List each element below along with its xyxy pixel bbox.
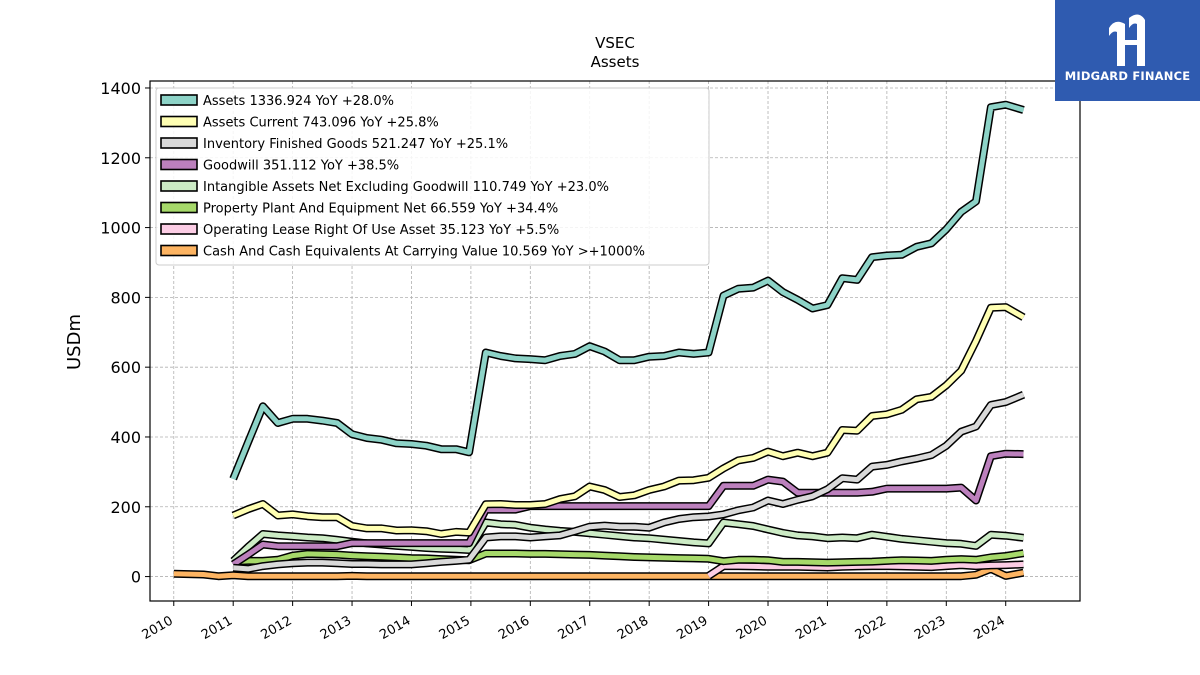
x-tick-label: 2019 [674,613,710,643]
series-line [231,303,1026,538]
legend-item: Intangible Assets Net Excluding Goodwill… [160,180,609,195]
x-axis-ticks: 2010 2011 2012 2013 2014 2015 2016 2017 2018 2019… [140,601,1008,643]
x-tick-label: 2014 [377,613,413,643]
x-tick-label: 2012 [258,613,294,643]
x-tick-label: 2010 [140,613,176,643]
legend-box [155,87,710,266]
chart-title: VSEC [595,34,635,52]
series-line [706,560,1024,580]
x-tick-label: 2024 [972,613,1008,643]
y-tick-label: 200 [110,498,141,517]
legend-swatch [160,94,198,106]
legend-swatch [160,115,198,128]
legend-item: Cash And Cash Equivalents At Carrying Va… [160,244,645,260]
series-line-fill [232,304,1025,537]
series-line [232,391,1026,573]
legend-label: Assets Current 743.096 YoY +25.8% [203,116,439,131]
x-tick-label: 2021 [793,613,829,643]
brand-name: MIDGARD FINANCE [1064,69,1191,83]
plot-area-frame [149,80,1081,602]
y-tick-label: 1200 [100,149,141,168]
legend-label: Assets 1336.924 YoY +28.0% [203,94,394,109]
legend-item: Property Plant And Equipment Net 66.559 … [160,201,558,217]
legend-label: Cash And Cash Equivalents At Carrying Va… [203,245,645,260]
legend-item: Operating Lease Right Of Use Asset 35.12… [160,223,559,238]
legend-swatch [160,180,198,192]
series-line-fill [230,102,1025,480]
series-line-fill [233,392,1025,572]
x-tick-label: 2023 [912,613,948,643]
legend-swatch [160,201,198,214]
legend-swatch [160,137,198,149]
legend-swatch [160,244,198,257]
x-tick-label: 2011 [199,613,235,643]
brand-logo: MIDGARD FINANCE [1055,0,1200,101]
y-tick-label: 1000 [100,219,141,238]
x-tick-label: 2018 [615,613,651,643]
series-line [229,100,1025,481]
legend-item: Goodwill 351.112 YoY +38.5% [160,158,399,174]
legend: Assets 1336.924 YoY +28.0% Assets Current… [155,87,710,266]
legend-swatch [160,223,198,235]
x-tick-label: 2015 [437,613,473,643]
series-lines [173,100,1026,581]
y-axis-ticks: 0 200 400 600 800 1000 1200 1400 [100,79,150,587]
series-line [231,449,1024,568]
y-tick-label: 800 [110,288,141,307]
legend-item: Inventory Finished Goods 521.247 YoY +25… [160,137,508,152]
chart-subtitle: Assets [591,53,640,71]
brand-mark-icon [1109,14,1145,67]
x-tick-label: 2013 [318,613,354,643]
series-line-fill [231,451,1024,567]
y-tick-label: 600 [110,358,141,377]
x-tick-label: 2016 [496,613,532,643]
legend-label: Intangible Assets Net Excluding Goodwill… [203,180,609,195]
series-line-fill [233,550,1024,566]
x-tick-label: 2017 [556,613,592,643]
legend-item: Assets 1336.924 YoY +28.0% [160,94,394,109]
series-line [173,564,1025,581]
y-axis-label: USDm [64,314,85,370]
y-tick-label: 1400 [100,79,141,98]
x-tick-label: 2022 [853,613,889,643]
legend-label: Operating Lease Right Of Use Asset 35.12… [203,223,559,238]
legend-item: Assets Current 743.096 YoY +25.8% [160,115,439,131]
x-tick-label: 2020 [734,613,770,643]
series-line [233,549,1025,567]
series-line-fill [707,561,1024,578]
legend-label: Inventory Finished Goods 521.247 YoY +25… [203,137,508,152]
series-line-fill [173,566,1024,579]
legend-label: Goodwill 351.112 YoY +38.5% [203,159,399,174]
y-tick-label: 400 [110,428,141,447]
legend-swatch [160,158,198,171]
y-tick-label: 0 [131,568,141,587]
legend-label: Property Plant And Equipment Net 66.559 … [203,202,558,217]
